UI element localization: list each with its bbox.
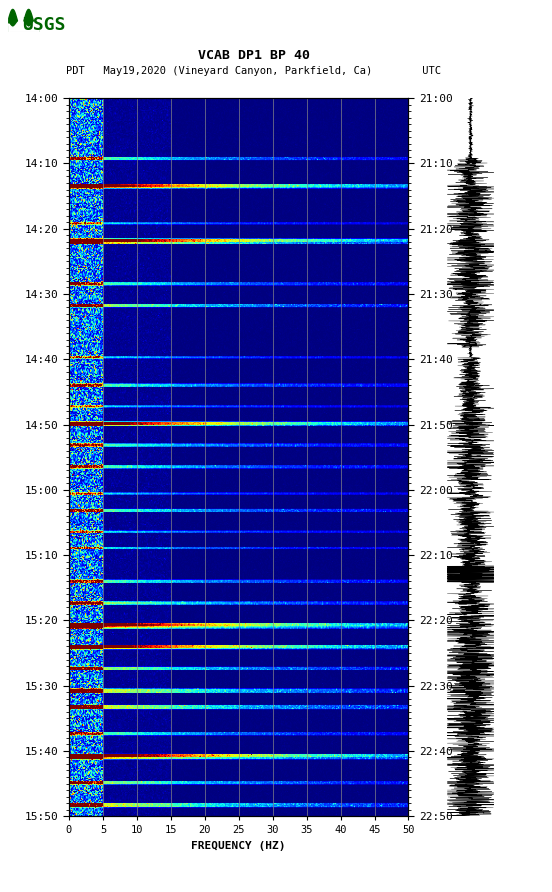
Text: VCAB DP1 BP 40: VCAB DP1 BP 40 xyxy=(198,49,310,62)
Text: USGS: USGS xyxy=(22,16,66,34)
Text: PDT   May19,2020 (Vineyard Canyon, Parkfield, Ca)        UTC: PDT May19,2020 (Vineyard Canyon, Parkfie… xyxy=(66,66,442,77)
X-axis label: FREQUENCY (HZ): FREQUENCY (HZ) xyxy=(192,841,286,851)
